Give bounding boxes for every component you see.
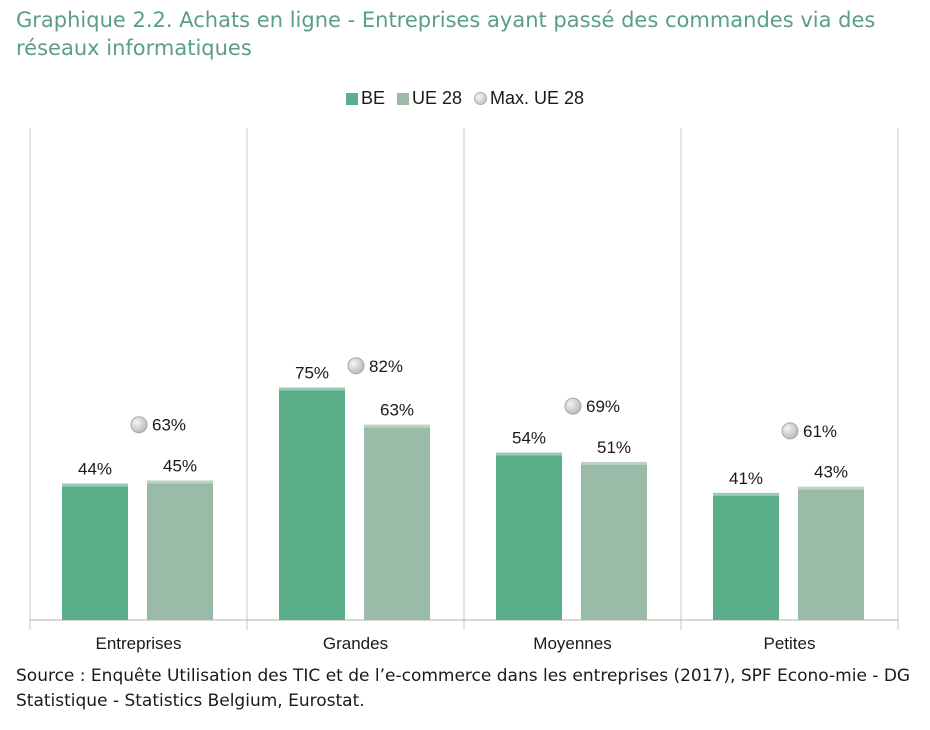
max-marker xyxy=(130,416,148,434)
bar-highlight xyxy=(496,452,562,456)
data-label-max: 69% xyxy=(586,397,620,416)
bar-highlight xyxy=(147,480,213,484)
data-label-be: 44% xyxy=(78,460,112,479)
max-marker xyxy=(347,357,365,375)
source-note: Source : Enquête Utilisation des TIC et … xyxy=(16,666,911,711)
bar-highlight xyxy=(62,483,128,487)
data-label-max: 63% xyxy=(152,416,186,435)
x-tick-label: Entreprises xyxy=(96,634,182,653)
bar-highlight xyxy=(364,424,430,428)
bar-ue28 xyxy=(364,424,430,620)
bar-ue28 xyxy=(798,486,864,620)
bar-be xyxy=(279,387,345,620)
data-label-ue28: 43% xyxy=(814,463,848,482)
legend: BE UE 28 Max. UE 28 xyxy=(0,88,930,109)
bar-be xyxy=(713,492,779,620)
data-label-be: 75% xyxy=(295,364,329,383)
data-label-ue28: 45% xyxy=(163,457,197,476)
bar-highlight xyxy=(279,387,345,391)
data-label-max: 82% xyxy=(369,357,403,376)
legend-label-ue28: UE 28 xyxy=(411,88,462,108)
data-label-be: 54% xyxy=(512,429,546,448)
legend-swatch-max-ue28 xyxy=(474,92,487,105)
x-tick-label: Petites xyxy=(764,634,816,653)
max-marker xyxy=(564,397,582,415)
bar-highlight xyxy=(713,492,779,496)
legend-item-ue28: UE 28 xyxy=(396,88,462,109)
bar-highlight xyxy=(798,486,864,490)
chart-title: Graphique 2.2. Achats en ligne - Entrepr… xyxy=(16,8,876,60)
legend-label-max-ue28: Max. UE 28 xyxy=(490,88,585,108)
bar-highlight xyxy=(581,461,647,465)
data-label-max: 61% xyxy=(803,422,837,441)
data-label-ue28: 63% xyxy=(380,401,414,420)
bar-ue28 xyxy=(147,480,213,620)
bar-be xyxy=(496,452,562,620)
bar-ue28 xyxy=(581,461,647,620)
max-marker xyxy=(781,422,799,440)
x-tick-label: Grandes xyxy=(323,634,388,653)
legend-swatch-be xyxy=(345,92,358,105)
legend-label-be: BE xyxy=(360,88,385,108)
data-label-be: 41% xyxy=(729,469,763,488)
x-tick-label: Moyennes xyxy=(533,634,611,653)
data-label-ue28: 51% xyxy=(597,438,631,457)
legend-item-max-ue28: Max. UE 28 xyxy=(474,88,584,109)
legend-swatch-ue28 xyxy=(396,92,409,105)
bar-be xyxy=(62,483,128,620)
legend-item-be: BE xyxy=(345,88,385,109)
